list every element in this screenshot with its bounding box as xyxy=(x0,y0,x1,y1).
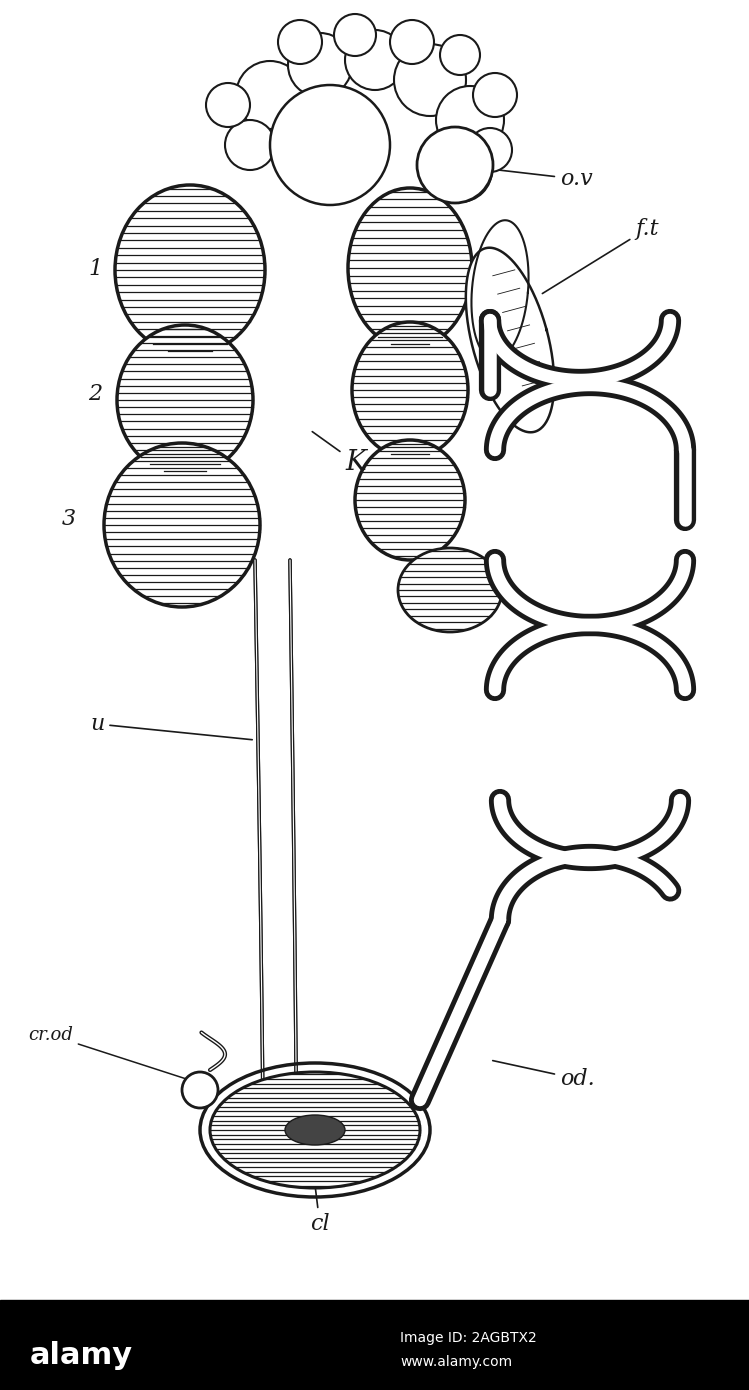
Text: f.t: f.t xyxy=(542,218,658,293)
Circle shape xyxy=(334,14,376,56)
Circle shape xyxy=(417,126,493,203)
Ellipse shape xyxy=(348,188,472,348)
Circle shape xyxy=(278,19,322,64)
Circle shape xyxy=(394,44,466,115)
Text: cl: cl xyxy=(310,1188,330,1234)
Ellipse shape xyxy=(355,441,465,560)
Circle shape xyxy=(468,128,512,172)
Bar xyxy=(0,1300,749,1390)
Circle shape xyxy=(270,85,390,204)
Ellipse shape xyxy=(398,548,502,632)
Circle shape xyxy=(345,31,405,90)
Ellipse shape xyxy=(352,322,468,457)
Text: 3: 3 xyxy=(62,507,76,530)
Ellipse shape xyxy=(285,1115,345,1145)
Ellipse shape xyxy=(104,443,260,607)
Ellipse shape xyxy=(115,185,265,354)
Ellipse shape xyxy=(117,325,253,475)
Circle shape xyxy=(182,1072,218,1108)
Polygon shape xyxy=(471,220,529,360)
Circle shape xyxy=(436,86,504,154)
Circle shape xyxy=(288,33,352,97)
Circle shape xyxy=(206,83,250,126)
Text: alamy: alamy xyxy=(30,1340,133,1369)
Text: www.alamy.com: www.alamy.com xyxy=(400,1355,512,1369)
Text: K: K xyxy=(312,432,366,475)
Text: 2: 2 xyxy=(88,384,102,404)
Circle shape xyxy=(236,61,304,129)
Text: o.v: o.v xyxy=(458,165,592,190)
Text: od.: od. xyxy=(493,1061,595,1090)
Circle shape xyxy=(225,120,275,170)
Circle shape xyxy=(390,19,434,64)
Circle shape xyxy=(440,35,480,75)
Text: cr.od: cr.od xyxy=(28,1026,202,1084)
Text: 1: 1 xyxy=(88,259,102,279)
Text: u: u xyxy=(90,713,252,739)
Text: Image ID: 2AGBTX2: Image ID: 2AGBTX2 xyxy=(400,1332,537,1346)
Circle shape xyxy=(428,138,492,202)
Polygon shape xyxy=(466,247,554,432)
Ellipse shape xyxy=(210,1072,420,1188)
Circle shape xyxy=(473,74,517,117)
